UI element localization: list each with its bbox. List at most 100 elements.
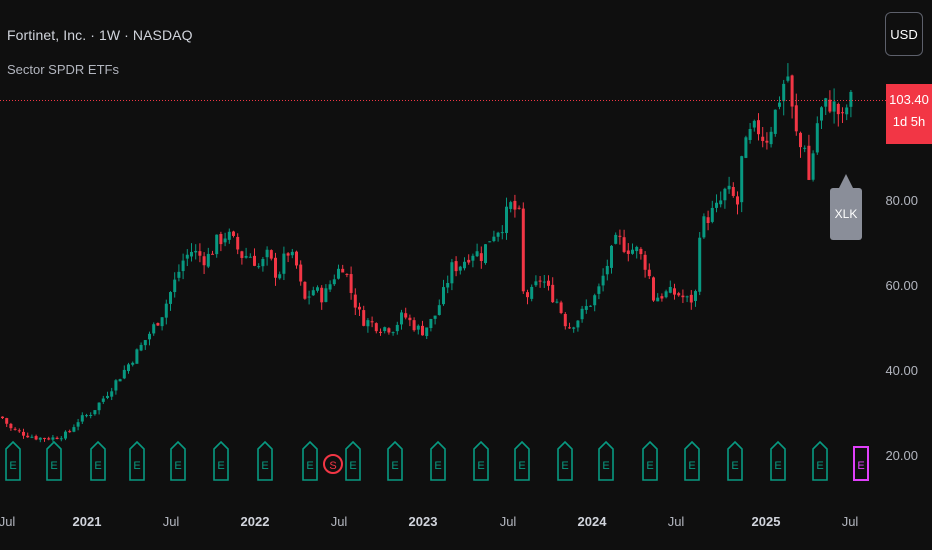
- candle-body: [513, 200, 517, 210]
- earnings-marker[interactable]: E: [46, 440, 62, 481]
- candle-body: [765, 140, 769, 143]
- earnings-marker[interactable]: E: [598, 440, 614, 481]
- candle-body: [433, 315, 437, 319]
- candle-body: [677, 293, 681, 296]
- earnings-marker-label: E: [646, 460, 653, 472]
- candle-body: [190, 251, 193, 257]
- candle-body: [614, 234, 618, 244]
- candle-body: [127, 364, 130, 372]
- comparison-marker-label: XLK: [830, 188, 862, 240]
- earnings-marker[interactable]: E: [812, 440, 828, 481]
- candle-body: [652, 277, 655, 301]
- candle-body: [740, 156, 744, 203]
- candle-body: [299, 264, 303, 282]
- x-tick-label: Jul: [331, 514, 348, 529]
- candle-body: [463, 261, 466, 269]
- candle-body: [807, 145, 811, 180]
- candle-body: [694, 291, 697, 301]
- x-tick-label: 2024: [578, 514, 608, 529]
- candle-body: [761, 136, 765, 142]
- candle-body: [307, 296, 311, 298]
- earnings-marker[interactable]: E: [170, 440, 186, 481]
- candle-body: [752, 120, 756, 128]
- candle-body: [509, 202, 513, 209]
- candle-body: [505, 206, 508, 234]
- candle-body: [811, 153, 815, 180]
- earnings-marker[interactable]: E: [557, 440, 573, 481]
- x-tick-label: 2023: [409, 514, 438, 529]
- candle-body: [34, 436, 38, 440]
- candle-body: [148, 333, 151, 340]
- candle-body: [551, 284, 555, 303]
- candle-body: [723, 188, 727, 201]
- earnings-marker-label: E: [774, 460, 781, 472]
- earnings-marker[interactable]: E: [257, 440, 273, 481]
- candle-body: [589, 305, 592, 307]
- candle-body: [30, 436, 34, 438]
- candle-body: [803, 147, 807, 149]
- candle-body: [421, 325, 424, 336]
- candle-body: [727, 185, 731, 190]
- candle-body: [43, 437, 46, 439]
- candle-body: [828, 99, 832, 112]
- candle-body: [143, 340, 147, 346]
- earnings-marker[interactable]: E: [430, 440, 446, 481]
- candle-body: [425, 327, 429, 336]
- earnings-marker[interactable]: E: [5, 440, 21, 481]
- candle-body: [643, 254, 647, 270]
- candle-body: [710, 207, 714, 222]
- candle-body: [702, 216, 706, 238]
- earnings-marker-label: E: [261, 460, 268, 472]
- earnings-marker[interactable]: E: [473, 440, 489, 481]
- candle-body: [97, 402, 101, 411]
- candle-body: [429, 319, 433, 329]
- earnings-marker[interactable]: E: [770, 440, 786, 481]
- candle-body: [118, 379, 122, 382]
- earnings-marker-label: E: [688, 460, 695, 472]
- earnings-marker[interactable]: E: [514, 440, 530, 481]
- chart-subtitle[interactable]: Sector SPDR ETFs: [7, 62, 119, 77]
- x-tick-label: Jul: [842, 514, 859, 529]
- x-tick-label: Jul: [0, 514, 15, 529]
- earnings-marker-label: E: [306, 460, 313, 472]
- candle-body: [248, 256, 252, 258]
- candle-body: [303, 281, 307, 299]
- earnings-marker[interactable]: E: [684, 440, 700, 481]
- candle-body: [160, 317, 164, 327]
- earnings-marker[interactable]: E: [345, 440, 361, 481]
- candle-body: [446, 283, 450, 288]
- candle-body: [265, 249, 269, 258]
- candles-layer: [1, 63, 853, 443]
- comparison-marker[interactable]: XLK: [830, 172, 862, 240]
- candle-body: [223, 238, 227, 243]
- earnings-marker[interactable]: E: [129, 440, 145, 481]
- candle-body: [383, 327, 387, 332]
- candle-body: [492, 236, 496, 242]
- earnings-marker-label: E: [174, 460, 181, 472]
- earnings-marker[interactable]: E: [727, 440, 743, 481]
- candle-body: [345, 273, 349, 275]
- next-earnings-marker[interactable]: E: [853, 446, 869, 481]
- candle-body: [391, 332, 395, 334]
- candle-body: [139, 344, 143, 351]
- split-marker[interactable]: S: [323, 454, 343, 474]
- earnings-marker[interactable]: E: [90, 440, 106, 481]
- earnings-marker[interactable]: E: [302, 440, 318, 481]
- candle-body: [177, 271, 181, 278]
- candle-body: [698, 237, 702, 292]
- candle-body: [227, 231, 231, 240]
- candle-body: [635, 246, 639, 252]
- candle-body: [26, 435, 30, 438]
- currency-button[interactable]: USD: [885, 12, 923, 56]
- x-tick-label: Jul: [163, 514, 180, 529]
- candle-body: [559, 302, 563, 313]
- candle-body: [76, 422, 80, 427]
- earnings-marker-label: E: [518, 460, 525, 472]
- earnings-marker[interactable]: E: [642, 440, 658, 481]
- marker-pointer-icon: [839, 174, 853, 188]
- earnings-marker[interactable]: E: [387, 440, 403, 481]
- candle-body: [93, 410, 97, 415]
- candle-body: [605, 265, 609, 275]
- earnings-marker[interactable]: E: [213, 440, 229, 481]
